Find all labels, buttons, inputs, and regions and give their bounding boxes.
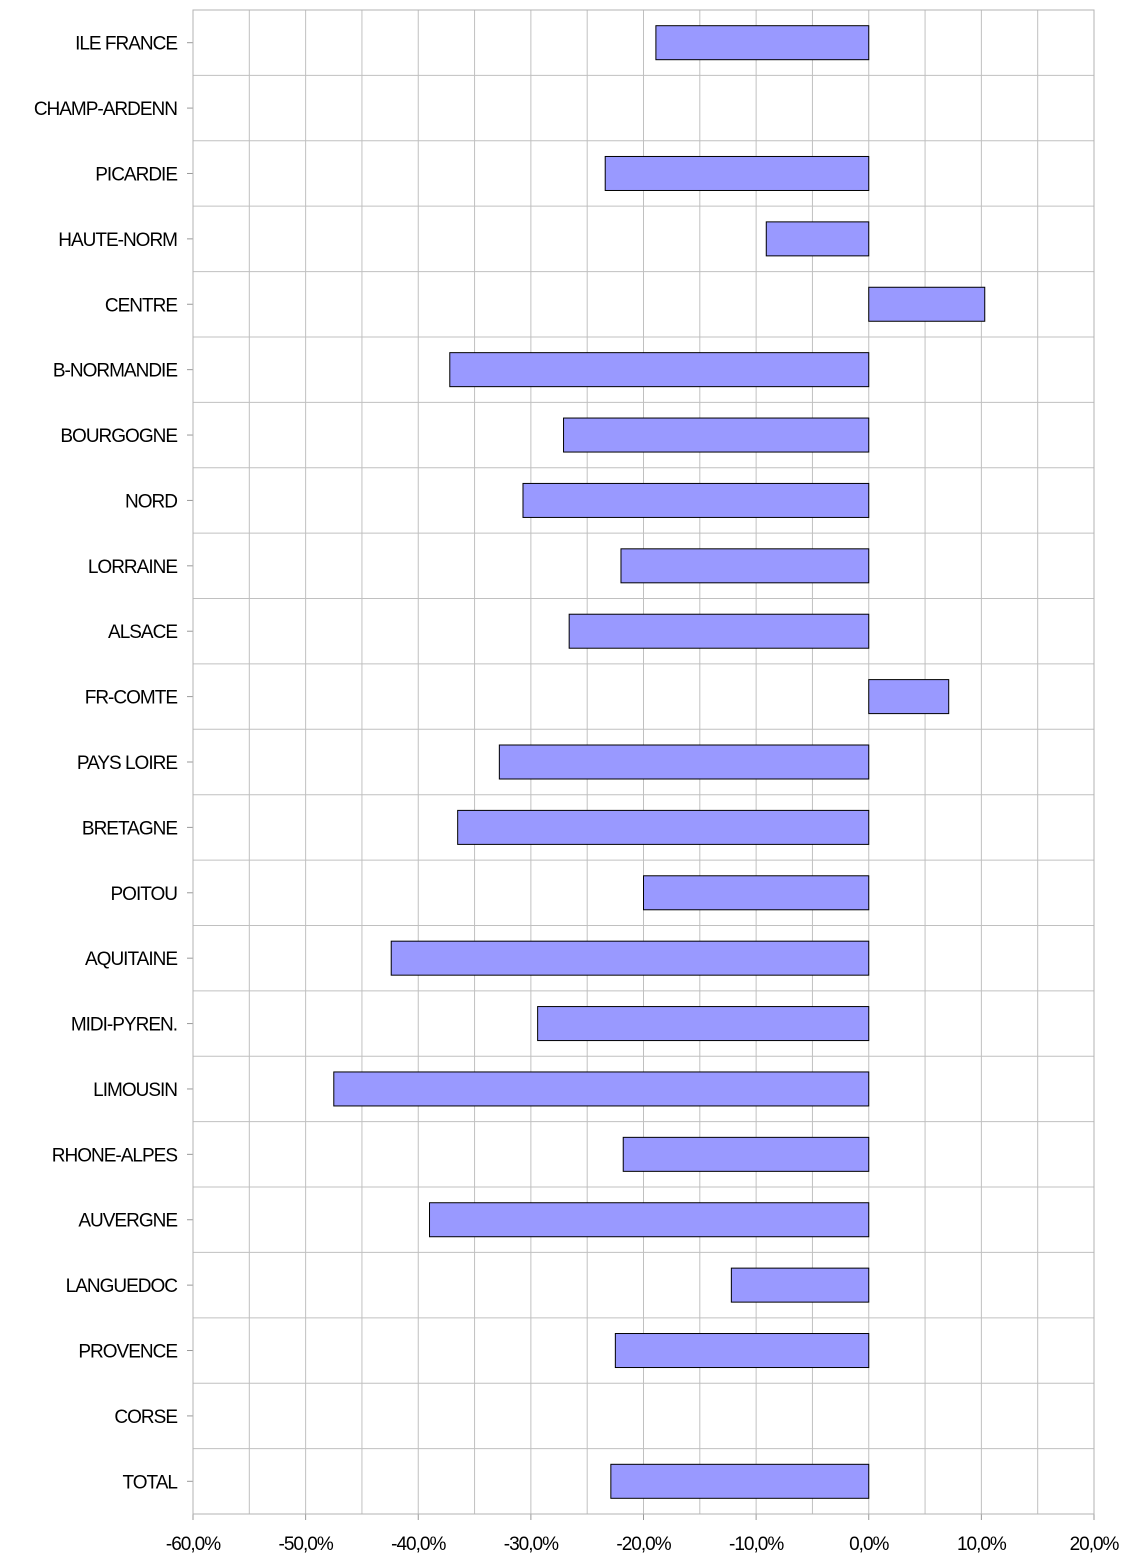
bar (730, 1267, 870, 1303)
category-label: TOTAL (123, 1472, 178, 1493)
x-tick-label: 20,0% (1070, 1534, 1120, 1555)
bar (643, 875, 870, 911)
category-label: MIDI-PYREN. (71, 1015, 177, 1036)
category-label: CENTRE (105, 295, 177, 316)
bar (868, 679, 950, 715)
x-tick-label: -30,0% (504, 1534, 559, 1555)
category-label: AQUITAINE (85, 949, 177, 970)
category-label: HAUTE-NORM (58, 230, 177, 251)
bars (333, 25, 986, 1499)
category-label: RHONE-ALPES (52, 1145, 178, 1166)
category-label: PICARDIE (95, 164, 177, 185)
x-tick-labels: -60,0% -50,0% -40,0% -30,0% -20,0% -10,0% 0,0%… (166, 1534, 1121, 1555)
category-label: B-NORMANDIE (53, 361, 177, 382)
category-labels: ILE FRANCE CHAMP-ARDENN PICARDIE HAUTE-NORM… (34, 34, 179, 1494)
bar (868, 286, 986, 322)
category-label: BRETAGNE (82, 818, 177, 839)
x-tick-label: 0,0% (849, 1534, 889, 1555)
bar (390, 940, 870, 976)
bar (429, 1202, 870, 1238)
plot-frame (192, 9, 1095, 1515)
x-tick-label: -10,0% (729, 1534, 784, 1555)
bar (449, 352, 870, 388)
bar (537, 1006, 870, 1042)
category-label: CHAMP-ARDENN (34, 99, 177, 120)
x-tick-label: -40,0% (391, 1534, 446, 1555)
bar (765, 221, 870, 257)
bar (614, 1333, 870, 1369)
category-label: BOURGOGNE (60, 426, 177, 447)
bar (604, 155, 870, 191)
category-label: FR-COMTE (85, 688, 178, 709)
category-label: LANGUEDOC (66, 1276, 178, 1297)
x-tick-label: 10,0% (957, 1534, 1007, 1555)
category-label: NORD (125, 491, 177, 512)
axes (187, 9, 1095, 1520)
x-tick-label: -20,0% (616, 1534, 671, 1555)
bar (333, 1071, 870, 1107)
category-label: CORSE (114, 1407, 177, 1428)
category-label: PAYS LOIRE (77, 753, 177, 774)
bar (522, 482, 870, 518)
bar (610, 1463, 870, 1499)
category-label: AUVERGNE (78, 1211, 177, 1232)
bar (655, 25, 870, 61)
category-label: ALSACE (108, 622, 177, 643)
x-tick-label: -60,0% (166, 1534, 221, 1555)
bar (568, 613, 870, 649)
bar (620, 548, 870, 584)
category-label: ILE FRANCE (75, 34, 177, 55)
category-label: POITOU (111, 884, 178, 905)
bar (498, 744, 870, 780)
bar (563, 417, 870, 453)
category-label: PROVENCE (78, 1342, 177, 1363)
x-tick-label: -50,0% (279, 1534, 334, 1555)
bar (622, 1136, 870, 1172)
category-label: LIMOUSIN (93, 1080, 177, 1101)
bar (457, 809, 870, 845)
category-label: LORRAINE (88, 557, 177, 578)
